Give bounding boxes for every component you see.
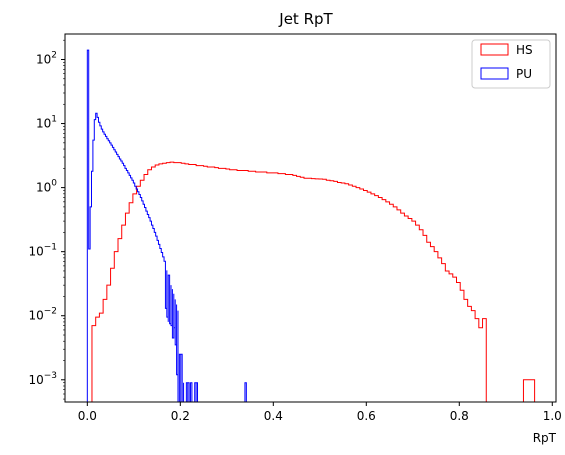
y-tick-label: 10−1 xyxy=(28,243,57,259)
x-axis-ticks: 0.0 0.2 0.4 0.6 0.8 1.0 xyxy=(78,402,562,423)
y-tick-label: 10−3 xyxy=(28,371,57,387)
y-axis-ticks: 10−3 10−2 10−1 100 101 102 xyxy=(28,39,65,400)
y-tick-label: 101 xyxy=(36,115,57,131)
x-tick-label: 0.8 xyxy=(450,409,469,423)
x-tick-label: 1.0 xyxy=(543,409,562,423)
x-tick-label: 0.0 xyxy=(78,409,97,423)
x-tick-label: 0.4 xyxy=(264,409,283,423)
legend-swatch-hs xyxy=(480,43,509,56)
legend-label-pu: PU xyxy=(516,67,532,81)
y-tick-label: 100 xyxy=(36,179,57,195)
y-tick-label: 102 xyxy=(36,50,57,66)
x-axis-label: RpT xyxy=(533,431,557,445)
chart-title: Jet RpT xyxy=(278,10,333,28)
plot-frame xyxy=(64,33,557,403)
series-step-line-hs xyxy=(91,161,539,402)
series-step-line-pu xyxy=(86,49,248,402)
legend: HS PU xyxy=(471,39,551,89)
x-tick-label: 0.2 xyxy=(171,409,190,423)
series-layer xyxy=(86,49,539,402)
legend-frame xyxy=(471,39,551,89)
x-tick-label: 0.6 xyxy=(357,409,376,423)
y-tick-label: 10−2 xyxy=(28,307,57,323)
legend-swatch-pu xyxy=(480,67,509,80)
legend-label-hs: HS xyxy=(516,43,533,57)
